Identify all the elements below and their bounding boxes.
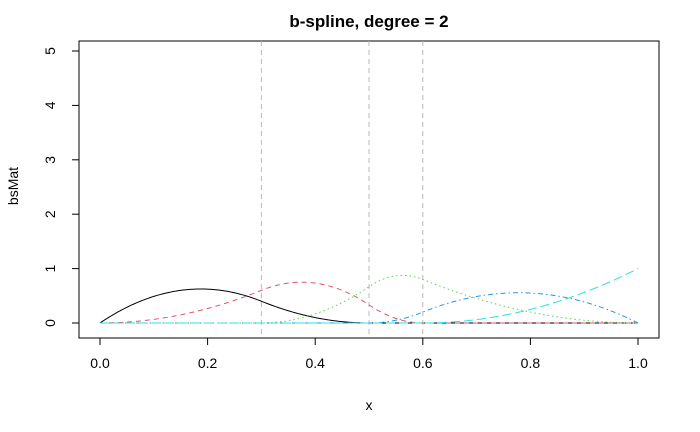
- x-tick-label: 0.6: [413, 355, 433, 371]
- basis-curves: [99, 268, 639, 324]
- x-axis: 0.0 0.2 0.4 0.6 0.8 1.0: [90, 337, 648, 371]
- x-tick-label: 0.4: [305, 355, 325, 371]
- y-tick-label: 2: [42, 210, 58, 218]
- y-tick-label: 0: [42, 319, 58, 327]
- y-axis-label: bsMat: [5, 167, 21, 205]
- x-axis-label: x: [366, 397, 373, 413]
- basis-curve-2: [100, 281, 638, 324]
- x-tick-label: 0.0: [90, 355, 110, 371]
- knot-lines: [260, 41, 424, 338]
- y-tick-label: 5: [42, 47, 58, 55]
- y-tick-label: 4: [42, 101, 58, 109]
- y-tick-label: 3: [42, 156, 58, 164]
- x-tick-label: 0.2: [198, 355, 218, 371]
- y-axis: 0 1 2 3 4 5: [42, 47, 80, 327]
- chart-title: b-spline, degree = 2: [289, 12, 448, 31]
- basis-curve-3: [100, 274, 638, 324]
- x-tick-label: 1.0: [628, 355, 648, 371]
- basis-curve-5: [100, 268, 639, 324]
- y-tick-label: 1: [42, 264, 58, 272]
- x-tick-label: 0.8: [521, 355, 541, 371]
